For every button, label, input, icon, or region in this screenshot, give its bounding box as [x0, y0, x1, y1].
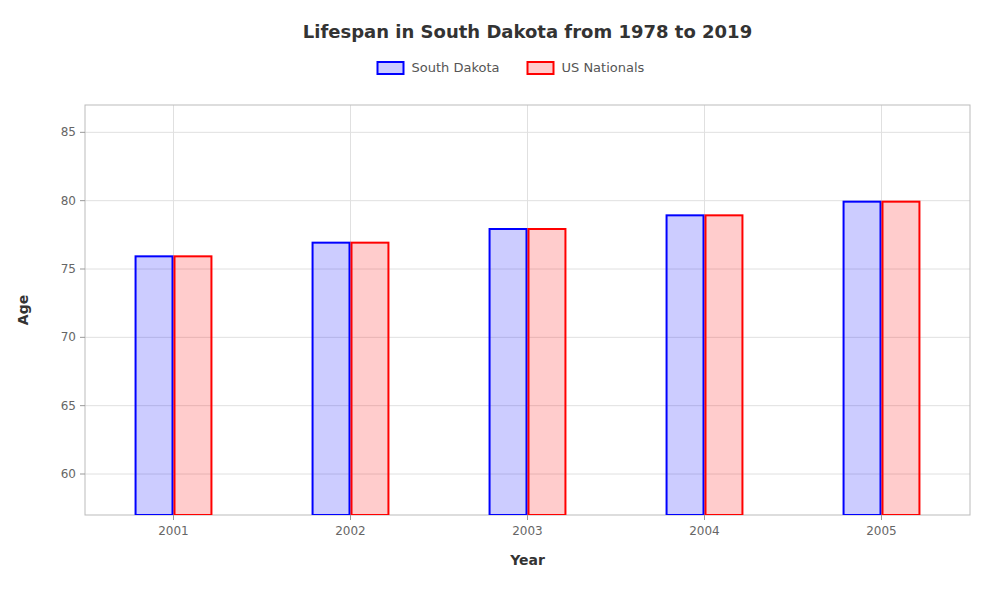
bar — [136, 256, 173, 515]
bar — [667, 215, 704, 515]
legend-swatch — [528, 62, 554, 74]
x-tick-label: 2003 — [512, 524, 543, 538]
legend-swatch — [378, 62, 404, 74]
x-tick — [527, 515, 528, 520]
plot-frame — [85, 105, 970, 515]
y-tick-label: 85 — [61, 125, 76, 139]
legend: South Dakota US Nationals — [378, 60, 645, 75]
y-tick-label: 65 — [61, 399, 76, 413]
bar — [529, 229, 566, 515]
y-axis-label: Age — [15, 295, 31, 325]
chart-container: 60 65 70 75 80 85 2001 2002 2003 2004 2005 Year Age L… — [0, 0, 1000, 600]
y-tick-label: 80 — [61, 194, 76, 208]
legend-label: South Dakota — [412, 60, 500, 75]
y-tick — [80, 474, 85, 475]
y-tick-label: 70 — [61, 330, 76, 344]
bar — [883, 202, 920, 515]
bar — [706, 215, 743, 515]
legend-label: US Nationals — [562, 60, 645, 75]
x-tick — [173, 515, 174, 520]
y-tick — [80, 269, 85, 270]
bar — [844, 202, 881, 515]
y-tick — [80, 200, 85, 201]
bar — [175, 256, 212, 515]
chart-title: Lifespan in South Dakota from 1978 to 20… — [303, 21, 752, 42]
y-tick-label: 60 — [61, 467, 76, 481]
bar — [490, 229, 527, 515]
chart-svg: 60 65 70 75 80 85 2001 2002 2003 2004 2005 Year Age L… — [0, 0, 1000, 600]
x-axis-label: Year — [509, 552, 545, 568]
x-tick-label: 2005 — [866, 524, 897, 538]
x-tick — [881, 515, 882, 520]
grid — [85, 105, 970, 515]
y-tick — [80, 337, 85, 338]
bar — [352, 243, 389, 515]
axes: 60 65 70 75 80 85 2001 2002 2003 2004 2005 — [61, 125, 897, 538]
y-tick — [80, 405, 85, 406]
x-tick-label: 2001 — [158, 524, 189, 538]
y-tick-label: 75 — [61, 262, 76, 276]
x-tick — [704, 515, 705, 520]
bar — [313, 243, 350, 515]
x-tick — [350, 515, 351, 520]
y-tick — [80, 132, 85, 133]
x-tick-label: 2004 — [689, 524, 720, 538]
bars — [136, 202, 920, 515]
x-tick-label: 2002 — [335, 524, 366, 538]
